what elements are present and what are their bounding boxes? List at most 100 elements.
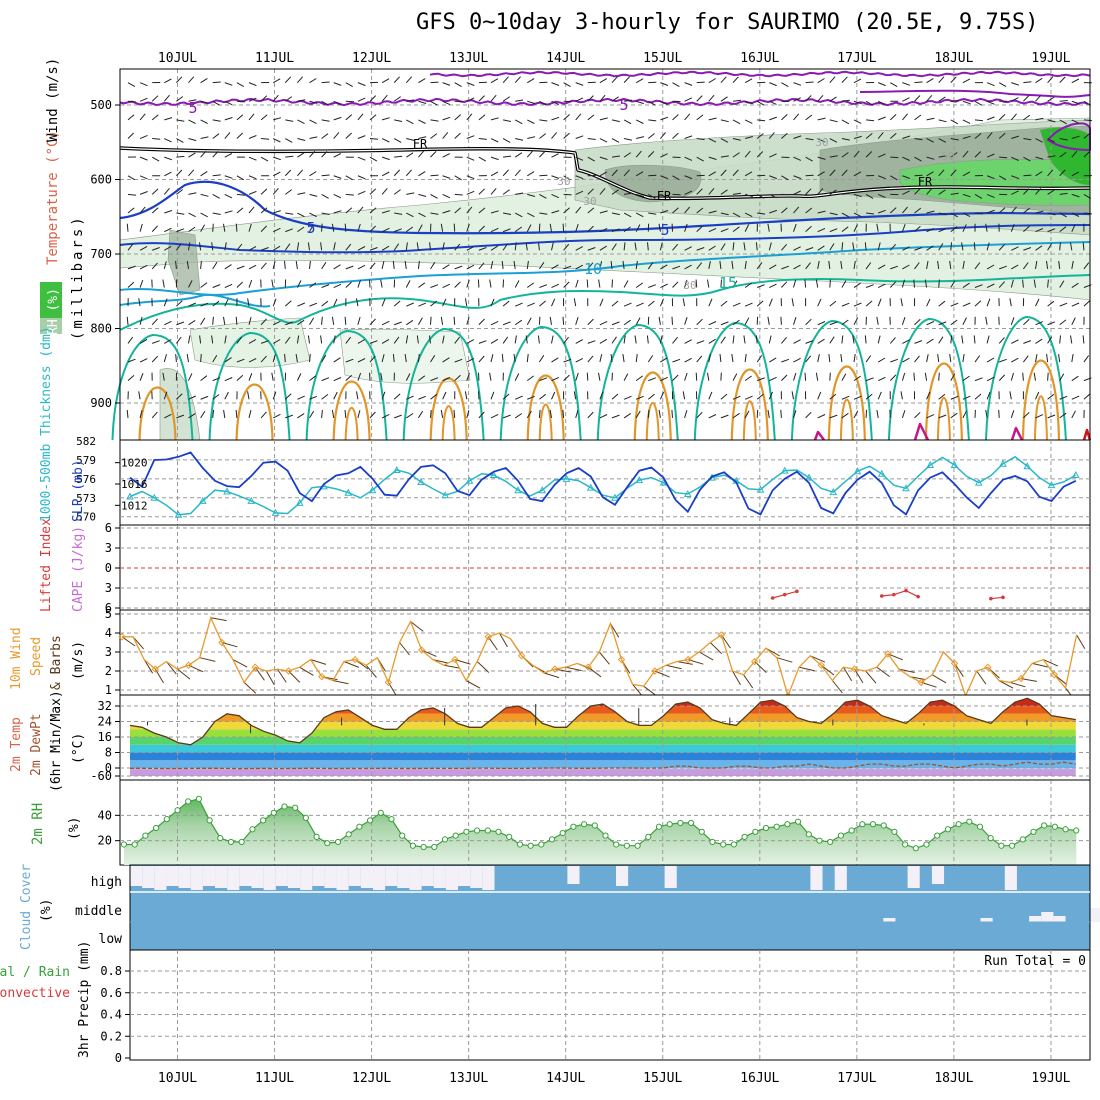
wind-barb <box>151 188 159 195</box>
wind-barb <box>864 335 867 344</box>
lifted-index-point <box>879 594 884 598</box>
thickness-line-point <box>392 465 401 474</box>
wind-barb <box>503 155 512 158</box>
surface-wind-barb <box>199 657 216 662</box>
ylabel-wind: Wind (m/s) <box>45 58 61 142</box>
wind-barb <box>211 242 214 251</box>
wind-barb <box>127 114 135 121</box>
wind-barb <box>732 242 735 251</box>
wind-barb <box>575 279 579 288</box>
wind-barb <box>1047 393 1055 400</box>
wind-barb <box>647 300 655 307</box>
wind-barb <box>247 298 250 307</box>
wind-barb <box>575 113 582 121</box>
wind-barb <box>648 100 656 106</box>
wind-barb <box>321 284 330 288</box>
wind-barb <box>599 245 607 251</box>
wind-barb <box>744 150 751 158</box>
wind-barb <box>708 117 717 121</box>
slp-line <box>129 451 1077 516</box>
wind-barb <box>406 319 414 326</box>
wind-barb <box>417 317 423 326</box>
temperature-band <box>130 760 1076 768</box>
wind-barb <box>478 138 487 140</box>
rh-line-point <box>185 798 192 805</box>
wind-barb <box>781 82 789 88</box>
wind-barb <box>611 138 620 143</box>
wind-barb <box>454 193 463 196</box>
wind-barb <box>539 133 547 139</box>
wind-barb <box>829 155 838 158</box>
wind-barb <box>962 302 971 307</box>
wind-barb <box>539 284 548 288</box>
wind-barb <box>320 335 323 344</box>
contour-label: 50 <box>941 150 954 163</box>
wind-barb <box>998 409 1000 418</box>
thickness-line-point <box>368 486 377 494</box>
wind-barb <box>1059 226 1067 233</box>
diurnal-orange-contour <box>924 362 963 441</box>
wind-barb <box>272 187 279 195</box>
wind-barb <box>901 279 905 288</box>
wind-barb <box>708 227 717 233</box>
wind-barb <box>272 260 276 270</box>
wind-barb <box>1071 375 1079 382</box>
wind-barb <box>841 192 850 195</box>
ylabel-wind-unit: (m/s) <box>71 641 86 680</box>
wind-barb <box>986 391 991 400</box>
wind-barb <box>164 320 172 326</box>
wind-barb <box>405 76 413 83</box>
wind-barb <box>236 207 244 214</box>
wind-barb <box>865 262 872 270</box>
wind-barb <box>260 114 268 121</box>
wind-barb <box>1071 224 1076 232</box>
wind-barb <box>551 132 558 139</box>
wind-barb <box>442 298 447 307</box>
wind-barb <box>200 100 209 104</box>
wind-barb <box>1011 190 1019 195</box>
warm-contour <box>1010 426 1024 441</box>
cloud-high-clear <box>482 866 495 890</box>
wind-barb <box>357 223 361 232</box>
surface-wind-barb <box>743 674 754 689</box>
wind-barb <box>503 212 512 215</box>
wind-barb <box>914 156 922 162</box>
wind-barb <box>430 81 439 84</box>
cloud-high-clear <box>360 866 373 888</box>
wind-barb <box>672 114 679 121</box>
tick-label: 700 <box>90 247 112 261</box>
surface-wind-barb <box>932 674 947 684</box>
wind-barb <box>490 117 499 121</box>
thickness-line-point <box>611 493 619 501</box>
wind-speed-line-point <box>884 650 892 658</box>
wind-barb <box>1035 138 1043 143</box>
wind-barb <box>464 391 468 400</box>
rh-line-point <box>1030 828 1037 835</box>
temperature-band <box>130 769 1076 776</box>
wind-barb <box>732 152 740 158</box>
wind-barb <box>514 373 520 381</box>
surface-wind-barb <box>166 661 177 675</box>
wind-barb <box>720 119 729 123</box>
wind-barb <box>466 264 475 270</box>
wind-barb <box>297 169 304 177</box>
surface-wind-barb <box>843 666 853 682</box>
wind-barb <box>998 175 1007 181</box>
wind-barb <box>563 114 570 121</box>
wind-barb <box>285 155 294 158</box>
wind-barb <box>539 193 547 199</box>
ylabel-precip-convective: Convective <box>0 986 70 1001</box>
rh-line-point <box>655 823 663 830</box>
rh-line-point <box>570 823 577 830</box>
cloud-high-clear <box>312 866 325 886</box>
wind-barb <box>636 100 644 105</box>
wind-barb <box>599 338 608 344</box>
wind-barb <box>466 190 475 195</box>
rh-line-point <box>313 833 320 840</box>
rh-line-point <box>859 821 866 828</box>
wind-barb <box>138 298 141 307</box>
wind-barb <box>176 189 184 195</box>
diurnal-orange-inner <box>742 400 757 441</box>
thickness-line-point <box>1071 471 1080 479</box>
